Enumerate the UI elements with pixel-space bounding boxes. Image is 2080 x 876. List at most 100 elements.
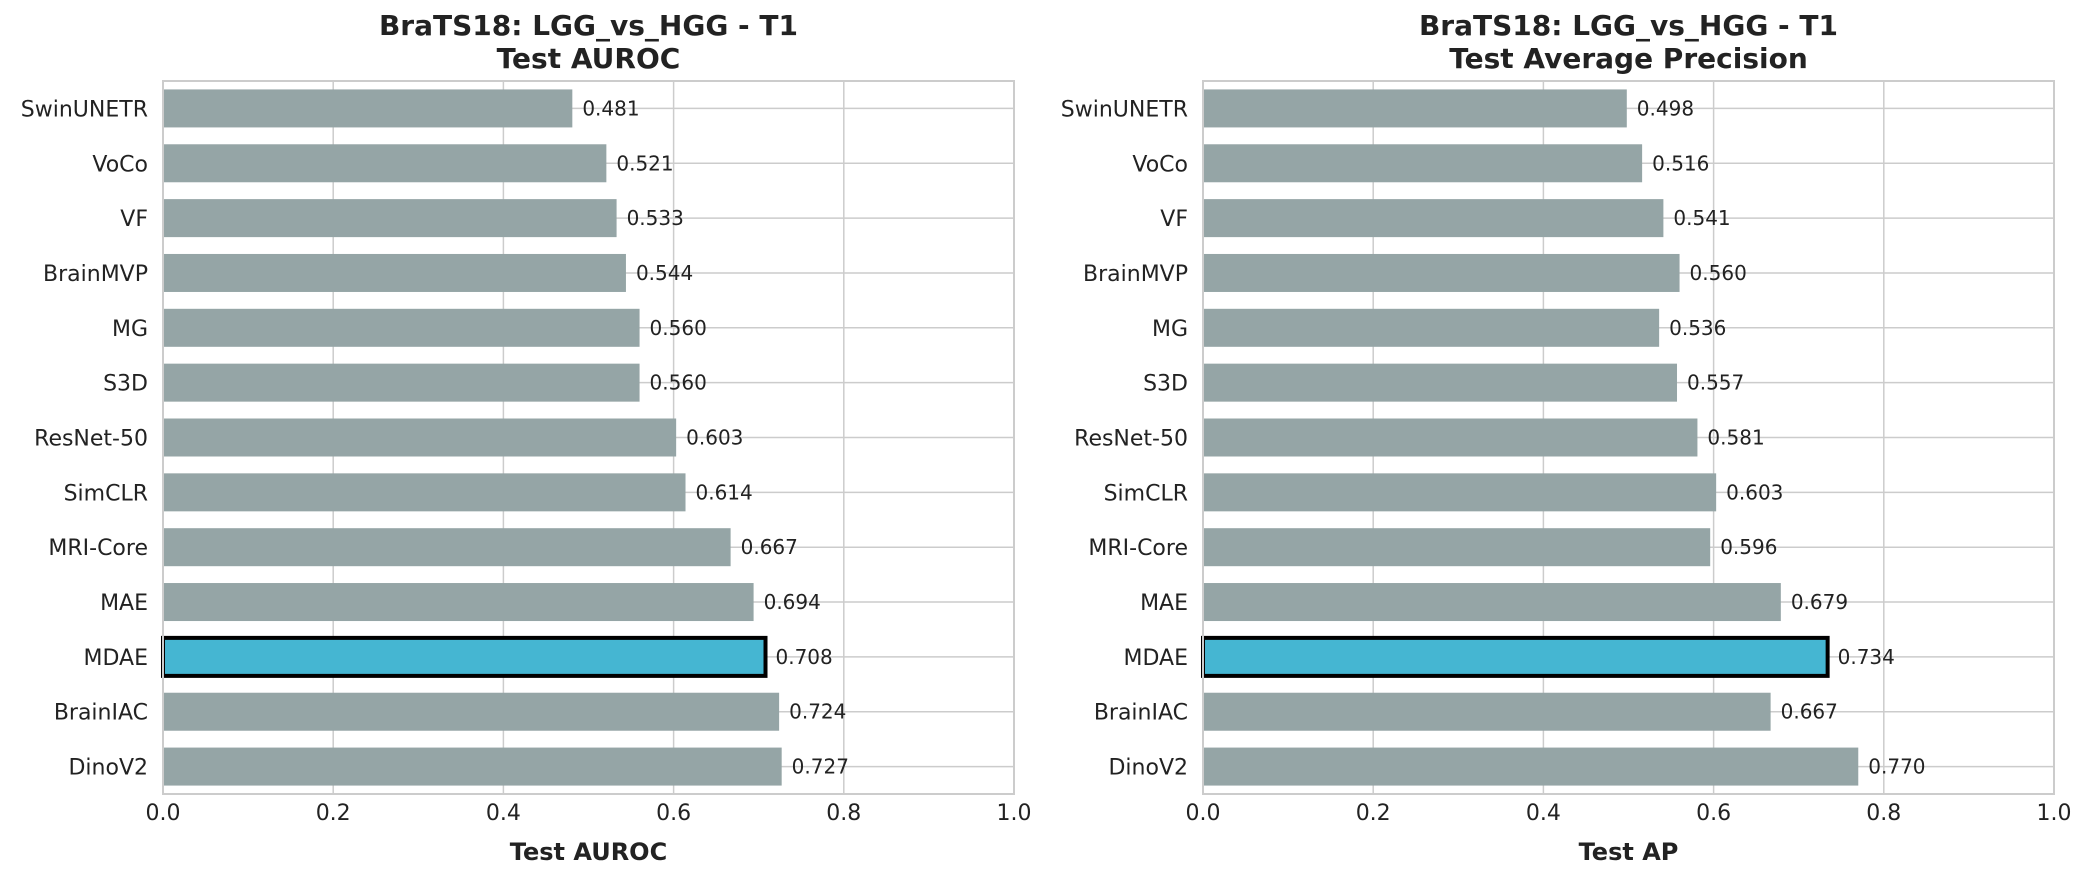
- data-label: 0.770: [1868, 755, 1925, 779]
- bar: [1203, 418, 1698, 457]
- data-label: 0.694: [764, 590, 821, 614]
- y-tick-label: SimCLR: [1104, 481, 1188, 506]
- bar: [1203, 747, 1859, 786]
- plot-frame: [162, 80, 1015, 795]
- y-tick-label: MDAE: [1124, 646, 1189, 671]
- bar: [163, 199, 617, 238]
- data-label: 0.516: [1652, 151, 1709, 175]
- data-label: 0.536: [1669, 316, 1726, 340]
- x-tick-label: 0.6: [656, 801, 691, 826]
- bar: [1203, 473, 1717, 512]
- data-label: 0.544: [636, 261, 693, 285]
- chart-title: BraTS18: LGG_vs_HGG - T1: [1419, 9, 1838, 42]
- data-label: 0.734: [1838, 645, 1895, 669]
- bar: [1203, 253, 1680, 292]
- bar: [163, 473, 686, 512]
- y-tick-label: S3D: [103, 372, 148, 397]
- y-tick-label: VoCo: [1132, 152, 1188, 177]
- data-label: 0.560: [1690, 261, 1747, 285]
- plot-frame: [1202, 80, 2055, 795]
- bar: [1203, 583, 1781, 622]
- x-tick-label: 0.8: [826, 801, 861, 826]
- data-label: 0.557: [1687, 371, 1744, 395]
- bar: [1203, 308, 1660, 347]
- x-tick-label: 0.2: [316, 801, 351, 826]
- x-axis-label: Test AUROC: [510, 838, 667, 866]
- chart-title: BraTS18: LGG_vs_HGG - T1: [379, 9, 798, 42]
- data-label: 0.708: [776, 645, 833, 669]
- y-tick-label: MRI-Core: [48, 536, 148, 561]
- y-tick-label: DinoV2: [1108, 756, 1188, 781]
- y-tick-label: MG: [1152, 317, 1188, 342]
- y-tick-label: SimCLR: [64, 481, 148, 506]
- bar: [163, 253, 626, 292]
- y-tick-label: VoCo: [92, 152, 148, 177]
- data-label: 0.667: [1781, 700, 1838, 724]
- y-tick-label: VF: [1160, 207, 1188, 232]
- bar: [163, 747, 782, 786]
- bars: [1201, 89, 1859, 786]
- data-label: 0.560: [650, 371, 707, 395]
- data-label: 0.679: [1791, 590, 1848, 614]
- x-tick-label: 0.6: [1696, 801, 1731, 826]
- y-tick-label: SwinUNETR: [1061, 97, 1188, 122]
- y-tick-label: BrainIAC: [54, 701, 148, 726]
- bar: [1203, 528, 1711, 567]
- y-tick-label: MRI-Core: [1088, 536, 1188, 561]
- x-tick-label: 1.0: [2037, 801, 2072, 826]
- bars: [161, 89, 782, 786]
- y-tick-label: MDAE: [84, 646, 149, 671]
- x-axis-label: Test AP: [1579, 838, 1679, 866]
- data-label: 0.603: [1726, 480, 1783, 504]
- x-tick-label: 0.2: [1356, 801, 1391, 826]
- data-label: 0.724: [789, 700, 846, 724]
- data-label: 0.481: [582, 96, 639, 120]
- bar-highlight: [161, 635, 768, 678]
- x-tick-label: 0.4: [1526, 801, 1561, 826]
- y-tick-label: MAE: [100, 591, 148, 616]
- bar: [163, 144, 607, 183]
- y-tick-label: MG: [112, 317, 148, 342]
- bar: [163, 583, 754, 622]
- y-tick-label: MAE: [1140, 591, 1188, 616]
- y-tick-label: SwinUNETR: [21, 97, 148, 122]
- data-label: 0.560: [650, 316, 707, 340]
- y-tick-label: VF: [120, 207, 148, 232]
- data-label: 0.596: [1720, 535, 1777, 559]
- data-label: 0.498: [1637, 96, 1694, 120]
- bar: [163, 692, 780, 731]
- data-label: 0.533: [627, 206, 684, 230]
- bar-highlight: [1201, 635, 1830, 678]
- data-label: 0.667: [741, 535, 798, 559]
- data-label: 0.727: [792, 755, 849, 779]
- y-tick-label: BrainMVP: [1083, 262, 1188, 287]
- bar: [1203, 199, 1664, 238]
- bar: [1203, 89, 1627, 128]
- data-label: 0.541: [1673, 206, 1730, 230]
- bar: [163, 89, 573, 128]
- bar: [1203, 363, 1678, 402]
- x-tick-label: 0.8: [1866, 801, 1901, 826]
- bar: [163, 528, 731, 567]
- x-tick-label: 0.0: [1186, 801, 1221, 826]
- chart-subtitle: Test AUROC: [497, 42, 681, 75]
- y-tick-label: ResNet-50: [1074, 427, 1188, 452]
- data-label: 0.603: [686, 426, 743, 450]
- y-tick-label: BrainIAC: [1094, 701, 1188, 726]
- chart-subtitle: Test Average Precision: [1449, 42, 1808, 75]
- x-tick-label: 1.0: [997, 801, 1032, 826]
- x-tick-label: 0.4: [486, 801, 521, 826]
- bar: [1203, 144, 1643, 183]
- data-label: 0.614: [696, 480, 753, 504]
- data-label: 0.581: [1707, 426, 1764, 450]
- x-tick-label: 0.0: [146, 801, 181, 826]
- bar: [163, 363, 640, 402]
- y-tick-label: DinoV2: [68, 756, 148, 781]
- bar: [163, 418, 677, 457]
- y-tick-label: BrainMVP: [43, 262, 148, 287]
- data-label: 0.521: [616, 151, 673, 175]
- y-tick-label: S3D: [1143, 372, 1188, 397]
